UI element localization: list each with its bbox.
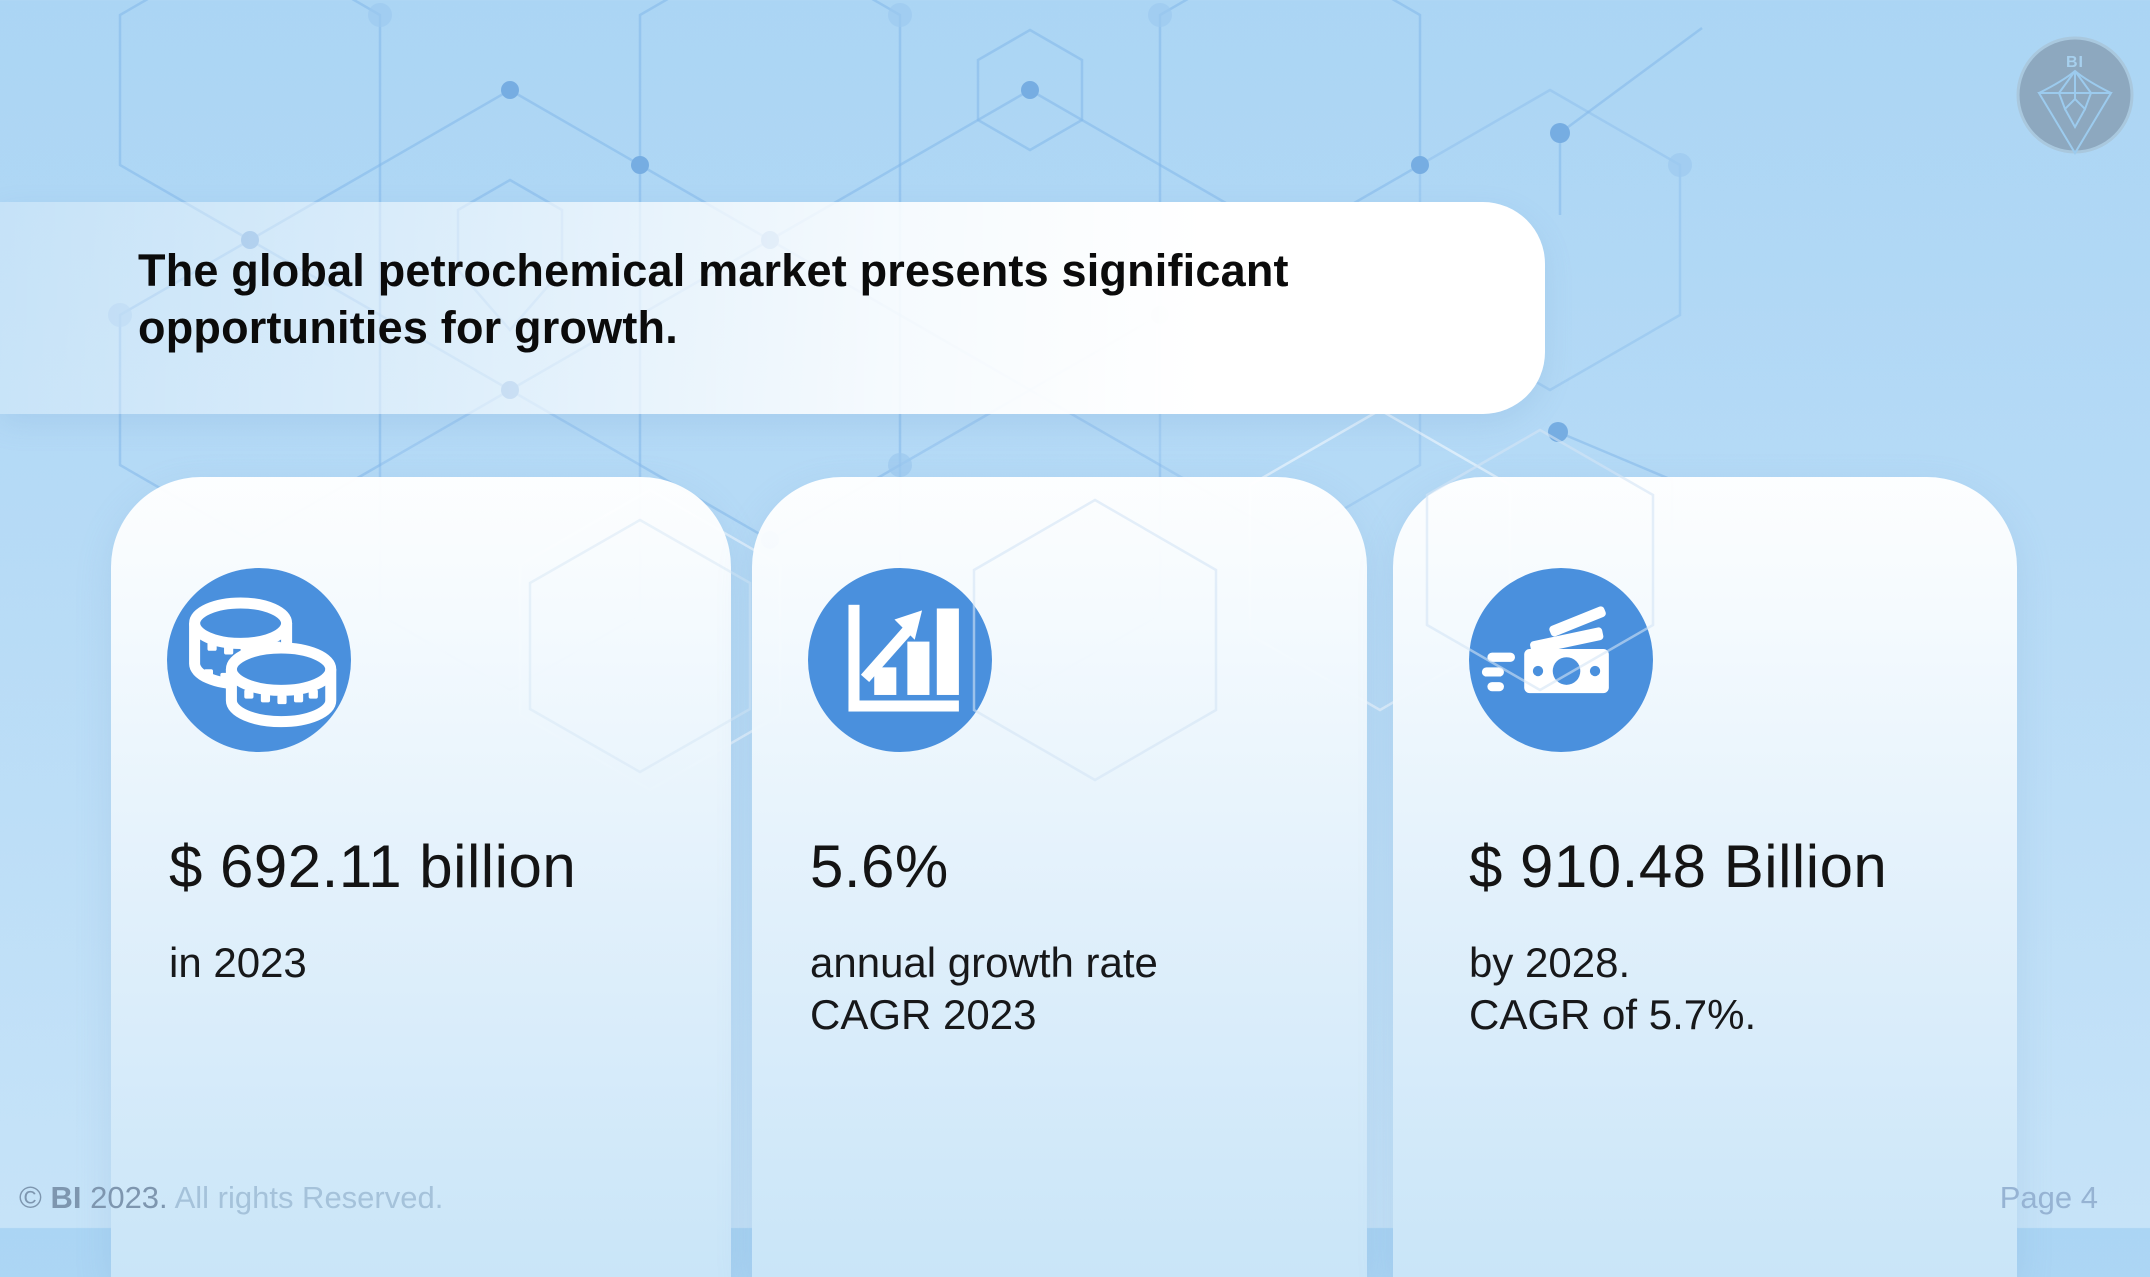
coins-icon (189, 597, 337, 728)
stat-card-growth-rate: 5.6% annual growth rate CAGR 2023 (752, 477, 1367, 1277)
stat-description: by 2028. CAGR of 5.7%. (1469, 937, 1989, 1041)
page-number: Page 4 (1999, 1180, 2098, 1215)
slide-title: The global petrochemical market presents… (138, 245, 1289, 353)
stat-description-line: CAGR of 5.7%. (1469, 991, 1757, 1038)
stat-value: $ 910.48 Billion (1469, 833, 1888, 900)
stat-description-line: CAGR 2023 (810, 991, 1037, 1038)
stat-description: annual growth rate CAGR 2023 (810, 937, 1330, 1041)
coins-icon-circle (167, 568, 351, 752)
stat-description-line: by 2028. (1469, 939, 1631, 986)
footer-year: 2023. (81, 1180, 168, 1215)
stat-value: $ 692.11 billion (169, 833, 577, 900)
stat-description-line: annual growth rate (810, 939, 1158, 986)
banknote-icon (1481, 606, 1609, 694)
stat-description-line: in 2023 (169, 939, 307, 986)
logo-text: BI (2066, 54, 2084, 71)
copyright-text: © BI 2023. All rights Reserved. (19, 1178, 443, 1218)
company-logo: BI (2016, 36, 2134, 155)
stat-card-market-size: $ 692.11 billion in 2023 (111, 477, 731, 1277)
banknote-icon-circle (1469, 568, 1653, 752)
bar-chart-icon-circle (808, 568, 992, 752)
stat-description: in 2023 (169, 937, 689, 989)
stat-card-forecast: $ 910.48 Billion by 2028. CAGR of 5.7%. (1393, 477, 2017, 1277)
title-banner: The global petrochemical market presents… (0, 202, 1545, 414)
footer-rights: All rights Reserved. (167, 1180, 444, 1215)
bar-chart-icon (848, 604, 959, 712)
footer-brand: BI (50, 1180, 82, 1215)
copyright-symbol: © (19, 1180, 51, 1215)
stat-value: 5.6% (810, 833, 949, 900)
